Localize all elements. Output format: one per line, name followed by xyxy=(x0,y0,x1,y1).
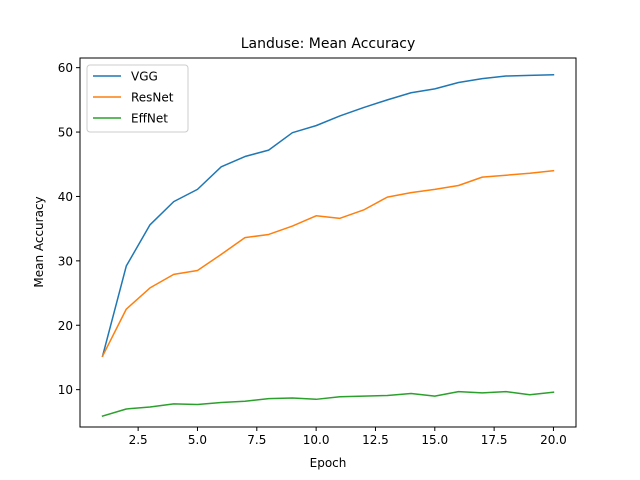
legend-label-effnet: EffNet xyxy=(131,112,168,126)
x-tick-label: 17.5 xyxy=(481,433,508,447)
legend: VGG ResNet EffNet xyxy=(86,64,189,133)
series-line-effnet xyxy=(101,390,555,417)
y-tick-label: 30 xyxy=(58,254,73,268)
legend-label-resnet: ResNet xyxy=(131,91,174,105)
y-tick-label: 20 xyxy=(58,319,73,333)
y-tick-label: 60 xyxy=(58,61,73,75)
x-tick-label: 2.5 xyxy=(129,433,148,447)
plot-frame xyxy=(79,57,577,428)
legend-label-vgg: VGG xyxy=(131,70,158,84)
legend-box xyxy=(86,64,189,133)
x-tick-label: 12.5 xyxy=(362,433,389,447)
x-tick-label: 5.0 xyxy=(188,433,207,447)
series-lines xyxy=(101,73,555,417)
series-line-vgg xyxy=(101,73,555,358)
y-axis-label: Mean Accuracy xyxy=(32,196,46,287)
x-axis-ticks: 2.5 5.0 7.5 10.0 12.5 15.0 17.5 20.0 xyxy=(129,427,567,447)
chart-title: Landuse: Mean Accuracy xyxy=(241,36,416,52)
y-axis-ticks: 10 20 30 40 50 60 xyxy=(58,61,80,397)
x-tick-label: 15.0 xyxy=(421,433,448,447)
x-tick-label: 7.5 xyxy=(247,433,266,447)
y-tick-label: 50 xyxy=(58,126,73,140)
x-axis-label: Epoch xyxy=(310,456,347,470)
y-tick-label: 10 xyxy=(58,383,73,397)
x-tick-label: 10.0 xyxy=(303,433,330,447)
x-tick-label: 20.0 xyxy=(540,433,567,447)
series-line-resnet xyxy=(101,169,555,358)
y-tick-label: 40 xyxy=(58,190,73,204)
